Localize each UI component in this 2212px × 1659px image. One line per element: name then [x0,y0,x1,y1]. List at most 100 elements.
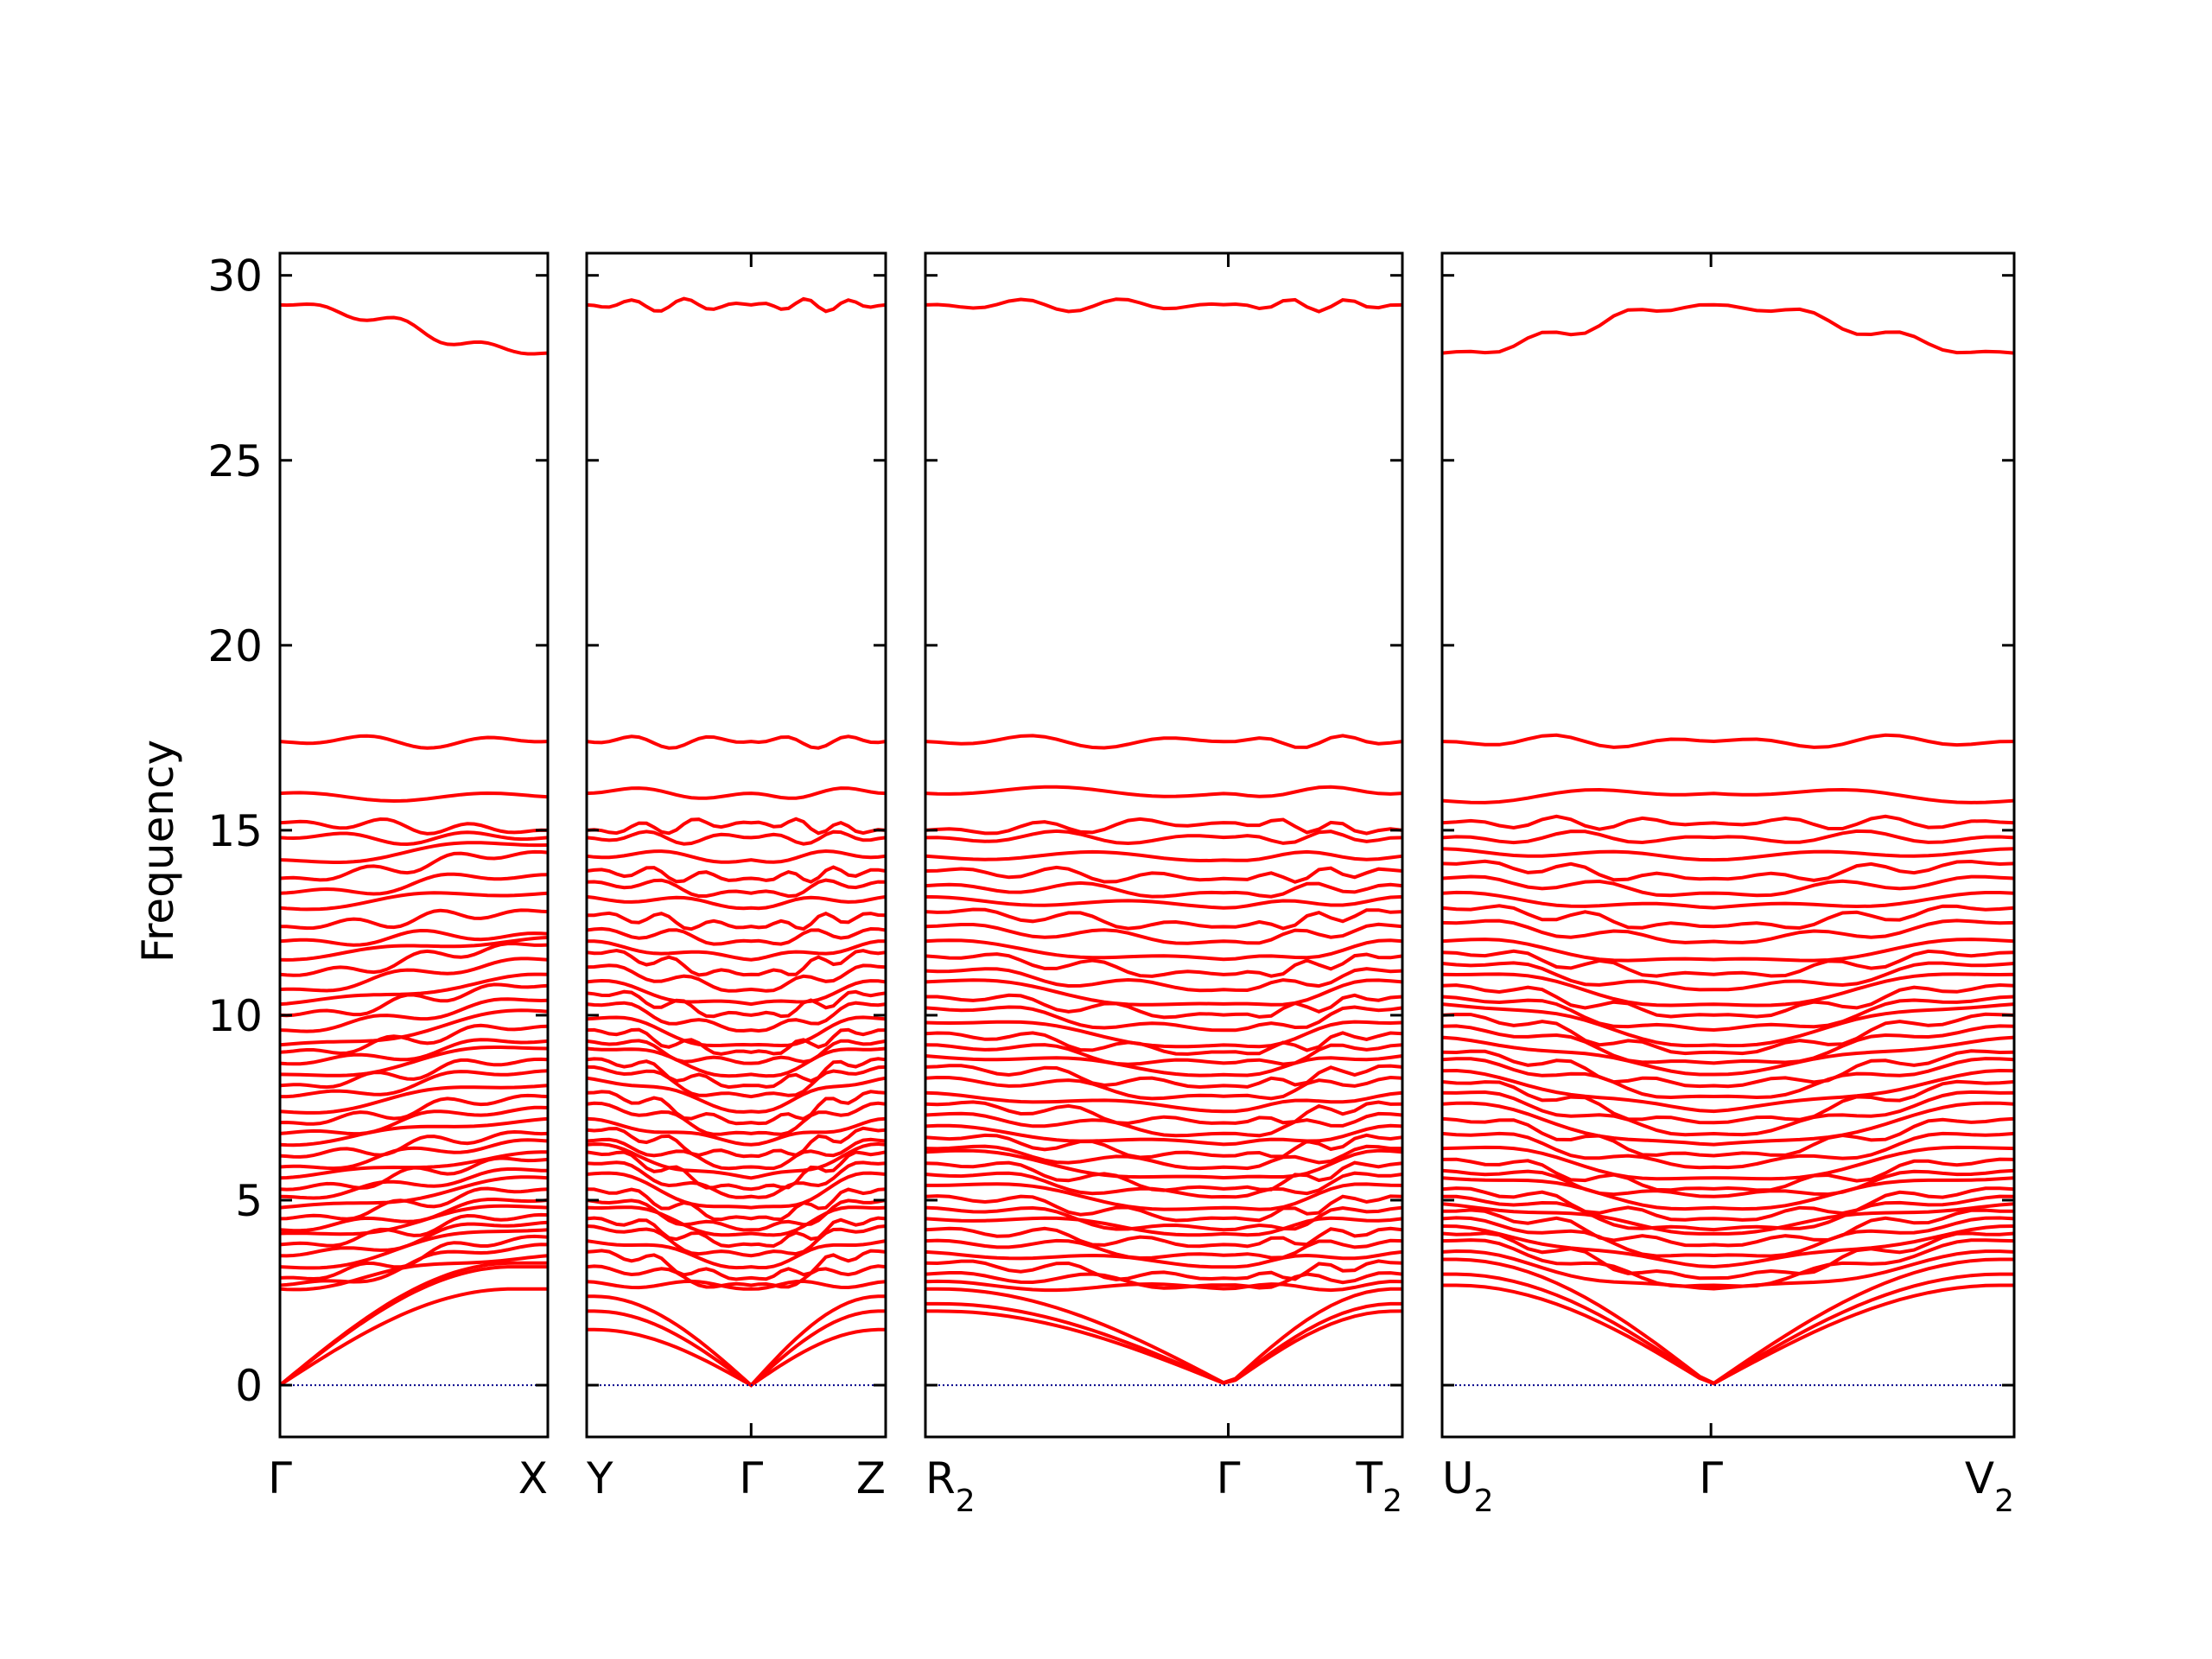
band-line [586,1076,887,1114]
band-line [1441,1238,2015,1288]
band-line [586,926,887,946]
band-line [279,908,549,931]
band-line [1441,1131,2015,1170]
band-line [925,1005,1403,1033]
y-tick-label: 5 [235,1176,263,1226]
band-line [925,1054,1403,1077]
x-tick-label: Y [586,1453,613,1503]
band-line [279,1057,549,1090]
band-line [925,1144,1402,1171]
band-line [1441,1079,2015,1125]
x-tick-label: Γ [1217,1453,1241,1503]
band-line [279,957,549,993]
y-tick-label: 10 [207,991,263,1041]
band-line [1442,1272,2014,1386]
band-line [586,1216,887,1249]
band-line [586,1239,887,1270]
band-line [1441,890,2015,910]
band-line [586,296,887,314]
band-line [925,297,1403,314]
band-line [925,1271,1403,1290]
band-line [586,1171,887,1210]
band-line [279,849,549,882]
band-line [279,1046,549,1077]
band-line [1441,814,2015,831]
band-line [1441,1249,2015,1291]
band-line [925,1031,1403,1056]
band-line [1441,1049,2015,1089]
band-line [1441,859,2015,882]
band-line [279,941,549,977]
panel-frame [278,251,550,1439]
band-line [586,939,886,962]
panel-2: ΓY Z [585,251,887,1503]
band-line [586,1264,887,1289]
band-line [1441,733,2015,749]
band-line [279,734,549,750]
band-line [279,1038,549,1066]
band-line [586,1224,887,1258]
band-line [1441,1024,2015,1065]
band-line [925,817,1403,836]
x-tick-label: Γ [268,1453,292,1503]
band-line [586,1065,887,1099]
panel-3: Γ R2 T2 [924,251,1404,1519]
band-line [279,1197,549,1233]
band-line [925,1309,1403,1385]
band-line [278,1265,548,1387]
x-tick-label: Z [856,1453,886,1503]
band-line [279,891,549,912]
band-line [279,1129,549,1159]
band-line [925,880,1403,899]
y-tick-label: 15 [207,806,263,856]
band-line [1441,982,2015,1019]
band-line [586,989,887,1019]
band-line [925,785,1403,798]
band-line [278,1261,548,1387]
band-line [279,1023,549,1056]
band-line [1441,1157,2015,1192]
band-line [925,1238,1403,1261]
band-line [586,1160,887,1199]
band-line [279,1093,549,1126]
band-line [1441,1202,2015,1236]
band-line [1441,1145,2015,1181]
band-line [586,1039,887,1065]
band-line [586,1141,887,1180]
band-line [279,1116,549,1147]
band-line [279,1204,549,1236]
band-line [925,978,1403,1007]
band-line [925,1133,1403,1160]
band-line [586,1046,887,1078]
band-line [586,1027,887,1056]
band-line [925,938,1403,962]
band-line [925,1194,1403,1223]
band-line [1442,1257,2014,1386]
band-line [279,817,549,836]
y-tick-label: 30 [207,251,263,302]
band-line [925,952,1403,978]
band-line [279,1105,549,1136]
x-tick-label: T2 [1356,1453,1402,1519]
x-tick-label: U2 [1442,1453,1494,1519]
band-line [279,1234,549,1281]
band-line [586,734,887,750]
band-line [280,1069,549,1099]
band-line [925,1226,1403,1249]
band-line [925,1279,1403,1293]
band-line [279,1167,549,1200]
band-line [586,1198,887,1232]
band-line [1441,1168,2015,1198]
band-line [925,1020,1403,1049]
band-line [925,1301,1402,1385]
band-line [1441,1057,2015,1100]
band-line [279,997,549,1033]
band-line [925,894,1403,910]
band-line [278,1287,548,1387]
band-line [1441,1224,2015,1269]
band-line [279,1138,549,1171]
x-tick-label: Γ [739,1453,763,1503]
